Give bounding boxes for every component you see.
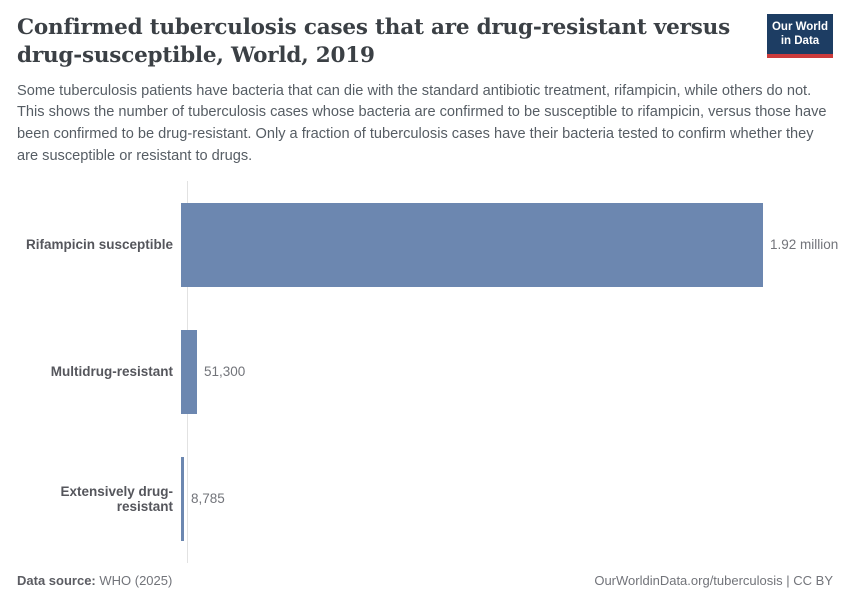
chart-footer: Data source: WHO (2025) OurWorldinData.o…	[17, 565, 833, 588]
attribution: OurWorldinData.org/tuberculosis | CC BY	[594, 573, 833, 588]
bar-row-rifampicin-susceptible: Rifampicin susceptible 1.92 million	[17, 181, 838, 308]
chart-title: Confirmed tuberculosis cases that are dr…	[17, 15, 730, 69]
data-source: Data source: WHO (2025)	[17, 573, 172, 588]
bar-row-multidrug-resistant: Multidrug-resistant 51,300	[17, 308, 833, 435]
data-source-value: WHO (2025)	[95, 573, 173, 588]
bar-multidrug-resistant[interactable]	[181, 329, 197, 414]
chart-subtitle: Some tuberculosis patients have bacteria…	[17, 82, 827, 164]
bar-value-label: 51,300	[204, 364, 246, 380]
bar-category-label: Rifampicin susceptible	[25, 237, 173, 253]
bar-rifampicin-susceptible[interactable]	[181, 202, 763, 287]
owid-logo-accent-bar	[767, 53, 833, 58]
owid-logo-line2: in Data	[780, 35, 820, 48]
owid-logo-text: Our World in Data	[767, 14, 833, 54]
bar-extensively-drug-resistant[interactable]	[181, 456, 184, 541]
bar-row-extensively-drug-resistant: Extensively drug-resistant 8,785	[17, 435, 833, 562]
owid-logo: Our World in Data	[767, 14, 833, 58]
chart-header: Confirmed tuberculosis cases that are dr…	[17, 14, 833, 71]
bar-zone: 8,785	[181, 435, 833, 562]
bar-zone: 51,300	[181, 308, 833, 435]
data-source-label: Data source:	[17, 573, 96, 588]
bar-chart: Rifampicin susceptible 1.92 million Mult…	[17, 181, 838, 565]
owid-logo-line1: Our World	[771, 21, 828, 33]
bar-zone: 1.92 million	[181, 181, 838, 308]
bar-category-label: Multidrug-resistant	[50, 364, 173, 380]
bar-category-label: Extensively drug-resistant	[60, 483, 173, 514]
bar-value-label: 8,785	[191, 491, 225, 507]
bar-value-label: 1.92 million	[770, 237, 839, 253]
